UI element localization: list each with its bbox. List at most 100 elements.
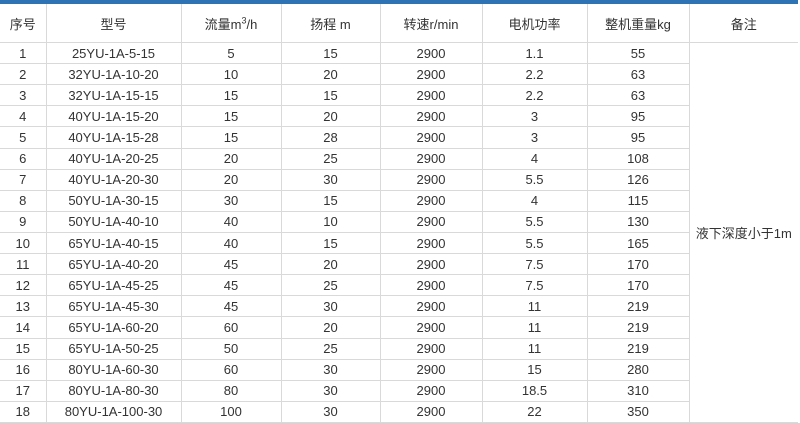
cell-flow: 45	[180, 253, 282, 276]
cell-head: 20	[280, 316, 381, 339]
cell-head: 28	[280, 126, 381, 149]
cell-weight: 170	[586, 253, 690, 276]
cell-model: 80YU-1A-80-30	[45, 379, 182, 402]
cell-model: 40YU-1A-20-25	[45, 147, 182, 170]
cell-speed: 2900	[379, 379, 483, 402]
cell-head: 25	[280, 337, 381, 360]
cell-power: 1.1	[481, 41, 588, 65]
table-row: 9 50YU-1A-40-10 40 10 2900 5.5 130	[0, 210, 798, 233]
cell-weight: 126	[586, 168, 690, 191]
cell-flow: 80	[180, 379, 282, 402]
flow-unit-suffix: /h	[246, 16, 258, 32]
cell-weight: 219	[586, 316, 690, 339]
cell-power: 7.5	[481, 274, 588, 297]
col-header-weight: 整机重量kg	[586, 4, 690, 43]
cell-weight: 63	[586, 63, 690, 86]
cell-speed: 2900	[379, 295, 483, 318]
table-row: 1 25YU-1A-5-15 5 15 2900 1.1 55 液下深度小于1m	[0, 41, 798, 423]
cell-flow: 20	[180, 147, 282, 170]
cell-model: 65YU-1A-50-25	[45, 337, 182, 360]
cell-power: 3	[481, 126, 588, 149]
cell-flow: 40	[180, 210, 282, 233]
cell-no: 18	[0, 400, 47, 423]
cell-head: 15	[280, 41, 381, 65]
flow-unit-prefix: 流量m	[204, 16, 242, 32]
cell-power: 2.2	[481, 84, 588, 107]
cell-flow: 5	[180, 41, 282, 65]
cell-flow: 15	[180, 84, 282, 107]
cell-power: 11	[481, 337, 588, 360]
cell-flow: 40	[180, 231, 282, 255]
cell-speed: 2900	[379, 400, 483, 423]
cell-speed: 2900	[379, 253, 483, 276]
col-header-flow: 流量m3/h	[180, 4, 282, 43]
header-row: 序号 型号 流量m3/h 扬程 m 转速r/min 电机功率 整机重量kg 备注	[0, 4, 798, 43]
cell-no: 6	[0, 147, 47, 170]
table-row: 18 80YU-1A-100-30 100 30 2900 22 350	[0, 400, 798, 423]
cell-model: 32YU-1A-15-15	[45, 84, 182, 107]
cell-flow: 20	[180, 168, 282, 191]
cell-speed: 2900	[379, 168, 483, 191]
cell-weight: 219	[586, 295, 690, 318]
table-row: 4 40YU-1A-15-20 15 20 2900 3 95	[0, 105, 798, 128]
cell-power: 4	[481, 147, 588, 170]
table-row: 8 50YU-1A-30-15 30 15 2900 4 115	[0, 189, 798, 212]
cell-head: 30	[280, 358, 381, 381]
cell-head: 10	[280, 210, 381, 233]
cell-weight: 310	[586, 379, 690, 402]
cell-model: 65YU-1A-60-20	[45, 316, 182, 339]
cell-no: 2	[0, 63, 47, 86]
cell-weight: 108	[586, 147, 690, 170]
table-row: 16 80YU-1A-60-30 60 30 2900 15 280	[0, 358, 798, 381]
cell-model: 65YU-1A-45-30	[45, 295, 182, 318]
table-row: 2 32YU-1A-10-20 10 20 2900 2.2 63	[0, 63, 798, 86]
cell-flow: 60	[180, 358, 282, 381]
cell-model: 32YU-1A-10-20	[45, 63, 182, 86]
cell-no: 10	[0, 231, 47, 255]
table-row: 13 65YU-1A-45-30 45 30 2900 11 219	[0, 295, 798, 318]
cell-model: 65YU-1A-45-25	[45, 274, 182, 297]
cell-head: 30	[280, 168, 381, 191]
cell-no: 4	[0, 105, 47, 128]
cell-speed: 2900	[379, 358, 483, 381]
cell-no: 7	[0, 168, 47, 191]
cell-head: 30	[280, 295, 381, 318]
cell-power: 3	[481, 105, 588, 128]
cell-head: 30	[280, 400, 381, 423]
table-row: 10 65YU-1A-40-15 40 15 2900 5.5 165	[0, 231, 798, 255]
cell-weight: 95	[586, 126, 690, 149]
cell-speed: 2900	[379, 337, 483, 360]
cell-flow: 45	[180, 295, 282, 318]
cell-power: 11	[481, 316, 588, 339]
cell-flow: 15	[180, 126, 282, 149]
col-header-model: 型号	[45, 4, 182, 43]
flow-unit-superscript: 3	[241, 15, 247, 26]
cell-head: 25	[280, 274, 381, 297]
cell-head: 20	[280, 253, 381, 276]
cell-weight: 63	[586, 84, 690, 107]
cell-no: 1	[0, 41, 47, 65]
cell-model: 50YU-1A-30-15	[45, 189, 182, 212]
cell-flow: 10	[180, 63, 282, 86]
cell-speed: 2900	[379, 63, 483, 86]
cell-no: 13	[0, 295, 47, 318]
cell-flow: 60	[180, 316, 282, 339]
cell-weight: 170	[586, 274, 690, 297]
table-row: 7 40YU-1A-20-30 20 30 2900 5.5 126	[0, 168, 798, 191]
cell-no: 8	[0, 189, 47, 212]
cell-flow: 100	[180, 400, 282, 423]
cell-power: 2.2	[481, 63, 588, 86]
cell-weight: 130	[586, 210, 690, 233]
cell-speed: 2900	[379, 41, 483, 65]
cell-head: 25	[280, 147, 381, 170]
cell-no: 9	[0, 210, 47, 233]
cell-power: 5.5	[481, 231, 588, 255]
cell-no: 3	[0, 84, 47, 107]
cell-speed: 2900	[379, 126, 483, 149]
table-row: 12 65YU-1A-45-25 45 25 2900 7.5 170	[0, 274, 798, 297]
cell-no: 12	[0, 274, 47, 297]
cell-weight: 219	[586, 337, 690, 360]
cell-model: 80YU-1A-60-30	[45, 358, 182, 381]
table-row: 11 65YU-1A-40-20 45 20 2900 7.5 170	[0, 253, 798, 276]
cell-no: 11	[0, 253, 47, 276]
